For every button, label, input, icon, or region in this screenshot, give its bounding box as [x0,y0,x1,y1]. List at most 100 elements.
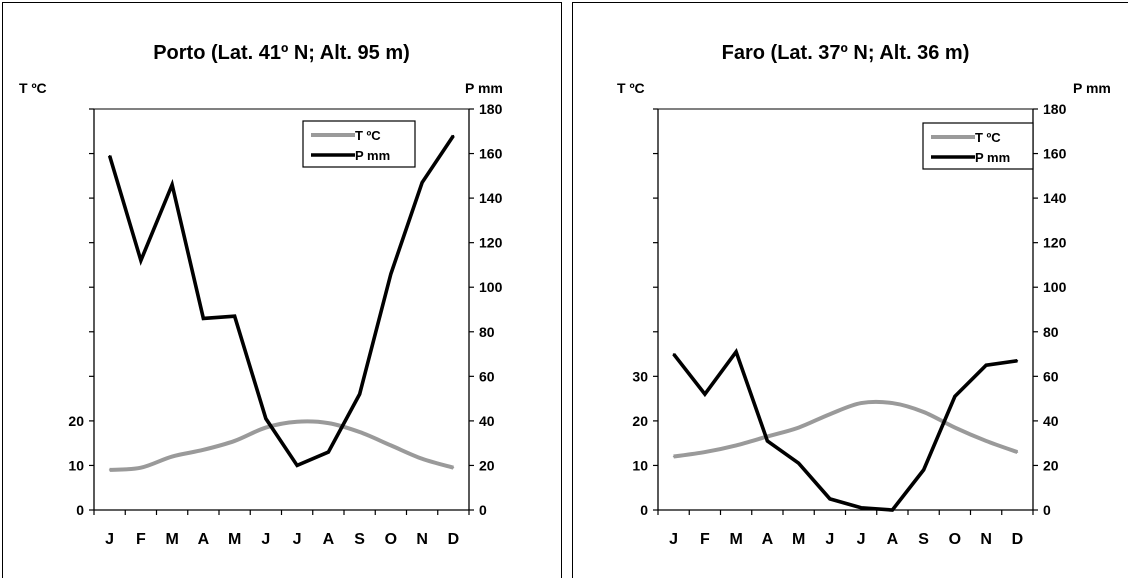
right-tick-label: 80 [479,324,495,340]
data-point [390,273,392,275]
right-axis-label: P mm [1073,80,1111,96]
data-point [358,393,361,395]
right-tick-label: 140 [479,190,503,206]
data-point [1016,451,1019,453]
month-label: J [857,531,866,548]
data-point [171,183,173,186]
data-point [829,413,831,416]
data-point [233,440,236,442]
right-tick-label: 120 [479,235,503,251]
series-line-temperature [673,399,1019,459]
right-tick-label: 40 [479,413,495,429]
right-tick-label: 180 [479,101,503,117]
legend-box [922,122,1034,170]
data-point [891,402,894,404]
chart-title: Faro (Lat. 37º N; Alt. 36 m) [722,42,970,64]
right-tick-label: 60 [479,368,495,384]
data-point [452,466,455,469]
month-label: M [165,531,178,548]
right-tick-label: 60 [1043,368,1059,384]
series-line-precipitation [107,134,455,468]
month-label: A [323,531,335,548]
month-label: N [416,531,428,548]
data-point [735,351,737,353]
data-point [735,444,737,447]
month-label: J [293,531,302,548]
chart-title: Porto (Lat. 41º N; Alt. 95 m) [153,42,410,64]
data-point [233,315,236,317]
month-label: J [105,531,114,548]
right-tick-label: 160 [1043,146,1067,162]
right-tick-label: 160 [479,146,503,162]
data-point [1016,359,1019,362]
month-label: A [762,531,774,548]
left-tick-label: 0 [640,502,648,518]
month-label: F [700,531,710,548]
data-point [704,451,706,453]
data-point [954,395,956,398]
left-tick-label: 20 [68,413,84,429]
left-tick-label: 20 [632,413,648,429]
data-point [140,466,142,469]
right-tick-label: 0 [479,502,487,518]
data-point [672,455,675,458]
data-point [797,462,800,465]
month-label: A [887,531,899,548]
left-axis-label: T ºC [19,80,47,96]
series-line-temperature [109,419,454,472]
data-point [327,451,330,453]
data-point [296,464,298,467]
data-point [202,317,205,320]
data-point [108,154,111,157]
data-point [421,181,423,184]
left-axis-label: T ºC [617,80,645,96]
data-point [922,469,925,471]
data-point [358,431,361,433]
right-axis-label: P mm [465,80,503,96]
right-tick-label: 120 [1043,235,1067,251]
right-tick-label: 0 [1043,502,1051,518]
month-label: N [980,531,992,548]
data-point [265,426,267,429]
data-point [860,506,862,509]
data-point [140,259,142,262]
legend-box [302,120,416,168]
left-tick-label: 0 [76,502,84,518]
legend-label: P mm [355,148,390,163]
month-label: F [136,531,146,548]
data-point [452,134,455,137]
right-tick-label: 100 [479,279,503,295]
data-point [327,422,330,424]
data-point [860,402,862,404]
legend-label: T ºC [355,128,381,143]
legend-label: P mm [975,150,1010,165]
data-point [766,440,769,442]
data-point [704,393,706,395]
chart-panel-faro: Faro (Lat. 37º N; Alt. 36 m) T ºC P mm 0 20 4… [572,2,1128,578]
data-point [672,353,675,355]
month-label: D [448,531,460,548]
right-tick-label: 80 [1043,324,1059,340]
month-label: M [228,531,241,548]
month-label: O [385,531,397,548]
right-tick-label: 20 [479,457,495,473]
data-point [108,469,111,471]
data-point [985,440,987,442]
month-label: J [261,531,270,548]
month-label: S [918,531,929,548]
left-tick-label: 10 [632,457,648,473]
data-point [891,509,894,511]
right-tick-label: 100 [1043,279,1067,295]
data-point [390,444,392,447]
month-label: O [949,531,961,548]
month-label: D [1012,531,1024,548]
right-tick-label: 180 [1043,101,1067,117]
legend-label: T ºC [975,130,1001,145]
chart-faro: Faro (Lat. 37º N; Alt. 36 m) T ºC P mm 0 20 4… [617,42,1111,548]
right-tick-label: 40 [1043,413,1059,429]
data-point [954,426,956,429]
data-point [829,498,831,500]
data-point [171,455,173,458]
data-point [265,417,267,420]
left-tick-label: 30 [632,368,648,384]
